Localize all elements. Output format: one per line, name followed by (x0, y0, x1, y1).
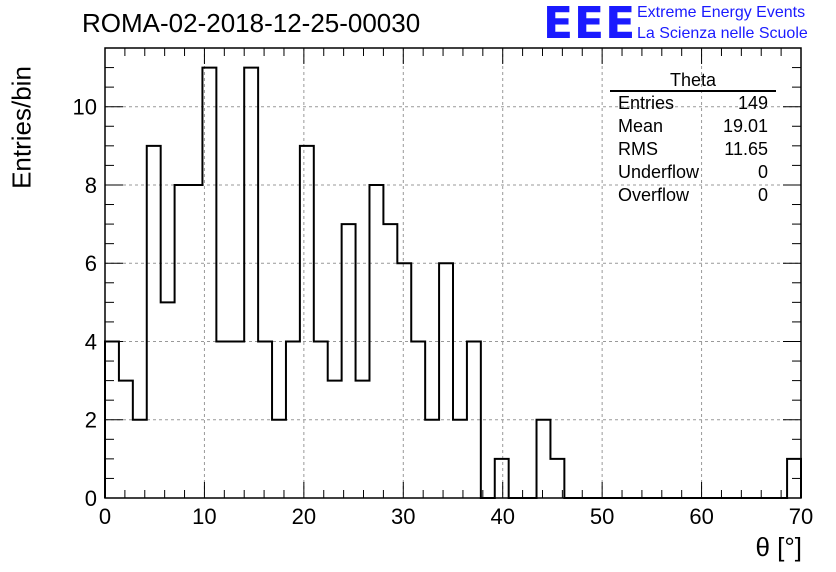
plot-title: ROMA-02-2018-12-25-00030 (82, 8, 421, 38)
stats-row-rms: RMS 11.65 (610, 138, 776, 161)
y-tick-label: 8 (85, 173, 97, 198)
histogram-bin (286, 341, 300, 498)
stats-label: Underflow (618, 162, 700, 182)
stats-value: 0 (757, 162, 768, 182)
stats-row-underflow: Underflow 0 (610, 161, 776, 184)
histogram-bin (314, 341, 328, 498)
histogram-bin (119, 381, 133, 498)
histogram-bin (495, 459, 509, 498)
stats-label: RMS (618, 139, 658, 159)
tick-labels: 0 10 20 30 40 50 60 70 0 2 4 6 8 10 (73, 95, 814, 529)
histogram-bin (439, 263, 453, 498)
y-tick-label: 4 (85, 329, 97, 354)
histogram-bin (328, 381, 342, 498)
y-tick-label: 0 (85, 486, 97, 511)
y-tick-label: 6 (85, 251, 97, 276)
histogram-bin (537, 420, 551, 498)
plot-border (104, 47, 802, 499)
x-tick-label: 20 (292, 504, 316, 529)
histogram-bin (147, 146, 161, 498)
histogram-bin (467, 341, 481, 498)
histogram-bin (425, 420, 439, 498)
histogram-bin (342, 224, 356, 498)
histogram-bin (230, 341, 244, 498)
x-axis-label: θ [°] (755, 532, 802, 562)
stats-title: Theta (610, 70, 776, 92)
histogram-bin (369, 185, 383, 498)
stats-label: Entries (618, 93, 675, 113)
histogram-bin (244, 68, 258, 498)
stats-value: 149 (737, 93, 768, 113)
x-tick-label: 0 (99, 504, 111, 529)
x-tick-label: 10 (192, 504, 216, 529)
histogram-bin (133, 420, 147, 498)
histogram-bin (453, 420, 467, 498)
stats-box: Theta Entries 149 Mean 19.01 RMS 11.65 U… (610, 70, 776, 207)
x-tick-label: 30 (391, 504, 415, 529)
stats-value: 11.65 (724, 139, 768, 159)
stats-row-overflow: Overflow 0 (610, 184, 776, 207)
logo-caption-line2: La Scienza nelle Scuole (637, 25, 808, 42)
eee-logo: EEE (543, 0, 637, 49)
x-tick-label: 60 (689, 504, 713, 529)
x-tick-label: 50 (590, 504, 614, 529)
histogram-bin (175, 185, 189, 498)
histogram-bin (300, 146, 314, 498)
histogram-bin (161, 302, 175, 498)
logo-caption-line1: Extreme Energy Events (637, 4, 806, 21)
y-tick-label: 10 (73, 95, 97, 120)
histogram-bin (356, 381, 370, 498)
y-tick-label: 2 (85, 408, 97, 433)
stats-row-mean: Mean 19.01 (610, 115, 776, 138)
stats-label: Mean (618, 116, 664, 136)
x-tick-label: 40 (490, 504, 514, 529)
histogram-bin (258, 341, 272, 498)
histogram-bin (272, 420, 286, 498)
plot-frame (104, 47, 802, 499)
y-axis-label: Entries/bin (6, 66, 37, 189)
stats-row-entries: Entries 149 (610, 92, 776, 115)
histogram-bin (216, 341, 230, 498)
stats-label: Overflow (618, 185, 690, 205)
x-tick-label: 70 (789, 504, 813, 529)
stats-value: 0 (757, 185, 768, 205)
stats-value: 19.01 (722, 116, 768, 136)
axis-ticks (104, 47, 802, 499)
histogram-bin (411, 341, 425, 498)
histogram-bin (397, 263, 411, 498)
histogram-bin (189, 185, 203, 498)
histogram-bin (202, 68, 216, 498)
histogram-bin (383, 224, 397, 498)
